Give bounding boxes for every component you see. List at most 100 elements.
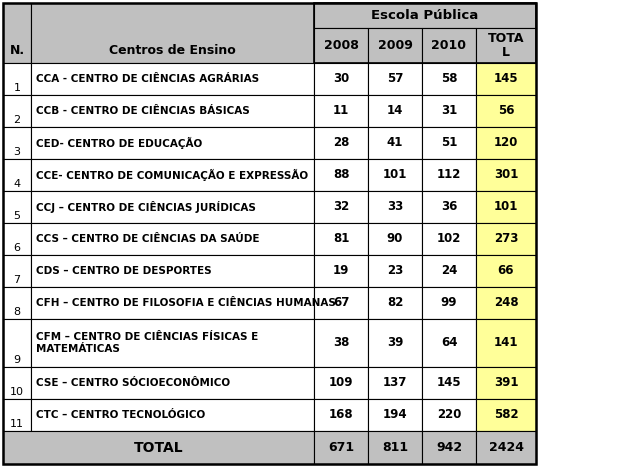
Text: 248: 248 — [494, 297, 519, 310]
Text: 57: 57 — [387, 72, 403, 86]
Bar — [422, 28, 476, 63]
Text: 31: 31 — [441, 104, 457, 118]
Text: 9: 9 — [13, 355, 20, 365]
Bar — [368, 95, 422, 127]
Bar — [3, 95, 31, 127]
Text: Centros de Ensino: Centros de Ensino — [109, 44, 236, 57]
Bar — [31, 367, 314, 399]
Bar — [314, 191, 368, 223]
Text: 1: 1 — [13, 83, 20, 93]
Bar — [314, 319, 368, 367]
Text: 101: 101 — [494, 201, 518, 213]
Bar — [31, 95, 314, 127]
Text: 5: 5 — [13, 211, 20, 221]
Text: 88: 88 — [333, 169, 349, 181]
Text: 36: 36 — [441, 201, 457, 213]
Text: 301: 301 — [494, 169, 518, 181]
Text: CCJ – CENTRO DE CIÊNCIAS JURÍDICAS: CCJ – CENTRO DE CIÊNCIAS JURÍDICAS — [36, 201, 256, 213]
Text: 391: 391 — [494, 376, 518, 390]
Bar — [314, 399, 368, 431]
Bar — [368, 319, 422, 367]
Text: TOTAL: TOTAL — [134, 440, 183, 454]
Bar — [368, 399, 422, 431]
Text: CCB - CENTRO DE CIÊNCIAS BÁSICAS: CCB - CENTRO DE CIÊNCIAS BÁSICAS — [36, 106, 250, 116]
Text: 56: 56 — [498, 104, 514, 118]
Bar — [314, 95, 368, 127]
Text: 2008: 2008 — [323, 39, 358, 52]
Text: 273: 273 — [494, 233, 518, 245]
Text: 64: 64 — [441, 337, 457, 350]
Text: 145: 145 — [494, 72, 519, 86]
Bar — [368, 367, 422, 399]
Text: 3: 3 — [13, 147, 20, 157]
Bar — [31, 319, 314, 367]
Bar — [476, 159, 536, 191]
Bar — [314, 28, 368, 63]
Text: 220: 220 — [437, 408, 461, 422]
Text: CCS – CENTRO DE CIÊNCIAS DA SAÚDE: CCS – CENTRO DE CIÊNCIAS DA SAÚDE — [36, 234, 259, 244]
Bar — [31, 191, 314, 223]
Text: CED- CENTRO DE EDUCAÇÃO: CED- CENTRO DE EDUCAÇÃO — [36, 137, 202, 149]
Text: 2009: 2009 — [378, 39, 413, 52]
Text: CTC – CENTRO TECNOLÓGICO: CTC – CENTRO TECNOLÓGICO — [36, 410, 205, 420]
Text: 112: 112 — [437, 169, 461, 181]
Bar — [476, 28, 536, 63]
Bar — [314, 223, 368, 255]
Bar — [3, 367, 31, 399]
Text: 6: 6 — [13, 243, 20, 253]
Bar — [476, 191, 536, 223]
Bar — [3, 63, 31, 95]
Text: 38: 38 — [333, 337, 349, 350]
Text: CDS – CENTRO DE DESPORTES: CDS – CENTRO DE DESPORTES — [36, 266, 212, 276]
Bar — [368, 255, 422, 287]
Bar — [476, 223, 536, 255]
Text: 2010: 2010 — [432, 39, 467, 52]
Bar — [314, 367, 368, 399]
Text: 24: 24 — [441, 265, 457, 277]
Bar — [3, 399, 31, 431]
Bar — [31, 255, 314, 287]
Text: 11: 11 — [10, 419, 24, 429]
Text: 7: 7 — [13, 275, 20, 285]
Bar — [3, 255, 31, 287]
Text: 145: 145 — [437, 376, 462, 390]
Text: 194: 194 — [383, 408, 407, 422]
Text: 32: 32 — [333, 201, 349, 213]
Bar — [3, 3, 31, 63]
Bar — [476, 367, 536, 399]
Text: 51: 51 — [441, 136, 457, 149]
Text: CSE – CENTRO SÓCIOECONÔMICO: CSE – CENTRO SÓCIOECONÔMICO — [36, 378, 230, 388]
Text: 582: 582 — [494, 408, 519, 422]
Text: 39: 39 — [387, 337, 403, 350]
Bar — [3, 223, 31, 255]
Text: 99: 99 — [441, 297, 457, 310]
Text: 28: 28 — [333, 136, 349, 149]
Text: 671: 671 — [328, 441, 354, 454]
Text: CCA - CENTRO DE CIÊNCIAS AGRÁRIAS: CCA - CENTRO DE CIÊNCIAS AGRÁRIAS — [36, 74, 259, 84]
Text: 11: 11 — [333, 104, 349, 118]
Text: 109: 109 — [329, 376, 353, 390]
Bar — [422, 191, 476, 223]
Bar — [422, 367, 476, 399]
Text: 58: 58 — [441, 72, 457, 86]
Bar — [3, 287, 31, 319]
Text: 41: 41 — [387, 136, 403, 149]
Bar — [3, 191, 31, 223]
Bar — [422, 431, 476, 464]
Bar — [3, 159, 31, 191]
Bar — [422, 255, 476, 287]
Text: 10: 10 — [10, 387, 24, 397]
Bar — [3, 127, 31, 159]
Bar — [368, 63, 422, 95]
Text: 66: 66 — [498, 265, 514, 277]
Bar — [368, 159, 422, 191]
Bar — [422, 399, 476, 431]
Text: 23: 23 — [387, 265, 403, 277]
Bar — [368, 191, 422, 223]
Text: 8: 8 — [13, 307, 20, 317]
Bar — [422, 287, 476, 319]
Text: 90: 90 — [387, 233, 403, 245]
Bar — [476, 287, 536, 319]
Text: 141: 141 — [494, 337, 518, 350]
Text: 14: 14 — [387, 104, 403, 118]
